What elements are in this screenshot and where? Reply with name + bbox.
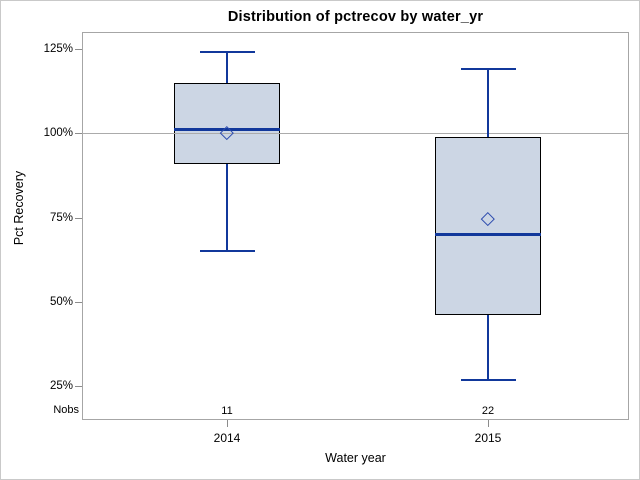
box-iqr — [174, 82, 280, 164]
box-iqr — [435, 136, 541, 316]
chart-title: Distribution of pctrecov by water_yr — [227, 9, 484, 25]
upper-whisker-cap — [460, 68, 516, 71]
y-tick-label: 50% — [49, 296, 73, 308]
nobs-value: 22 — [481, 405, 495, 417]
y-tick-mark — [75, 49, 82, 50]
upper-whisker-cap — [199, 51, 255, 54]
nobs-row-label: Nobs — [53, 404, 79, 416]
x-category-label: 2015 — [474, 431, 502, 445]
x-tick-mark — [487, 420, 489, 427]
y-tick-mark — [75, 302, 82, 303]
lower-whisker-line — [487, 315, 489, 380]
median-line — [435, 232, 541, 236]
y-tick-mark — [75, 218, 82, 219]
lower-whisker-line — [226, 163, 228, 252]
y-tick-mark — [75, 133, 82, 134]
lower-whisker-cap — [199, 250, 255, 253]
y-tick-mark — [75, 386, 82, 387]
lower-whisker-cap — [460, 378, 516, 381]
y-tick-label: 125% — [43, 43, 73, 55]
upper-whisker-line — [487, 69, 489, 137]
y-tick-label: 100% — [43, 127, 73, 139]
nobs-value: 11 — [221, 405, 233, 417]
x-axis-title: Water year — [325, 451, 386, 465]
y-tick-label: 75% — [49, 212, 73, 224]
x-tick-mark — [226, 420, 228, 427]
upper-whisker-line — [226, 52, 228, 83]
median-line — [174, 128, 280, 132]
x-category-label: 2014 — [213, 431, 241, 445]
y-tick-label: 25% — [49, 380, 73, 392]
reference-line-100pct — [82, 133, 629, 134]
